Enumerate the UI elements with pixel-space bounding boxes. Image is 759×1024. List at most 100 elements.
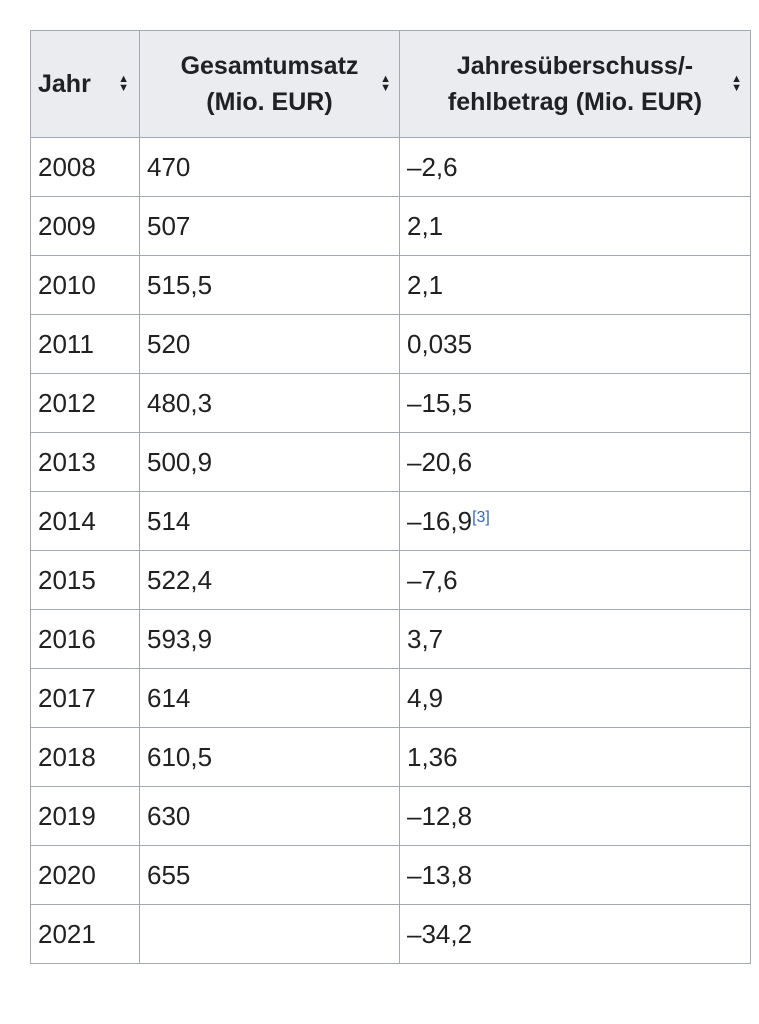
cell-result: –16,9[3] <box>399 491 751 551</box>
cell-revenue: 514 <box>139 491 400 551</box>
cell-year: 2013 <box>30 432 140 492</box>
cell-value: 470 <box>147 151 191 182</box>
cell-value: 514 <box>147 505 191 536</box>
cell-result: 4,9 <box>399 668 751 728</box>
cell-value: –7,6 <box>407 564 458 595</box>
cell-result: –7,6 <box>399 550 751 610</box>
column-header-revenue[interactable]: Gesamtumsatz (Mio. EUR) ▲ ▼ <box>139 30 400 138</box>
header-label-line: (Mio. EUR) <box>206 88 333 116</box>
cell-revenue: 610,5 <box>139 727 400 787</box>
header-label-line: Jahresüberschuss/- <box>456 52 694 80</box>
table-row: 2017 614 4,9 <box>30 668 751 728</box>
table-row: 2011 520 0,035 <box>30 314 751 374</box>
table-row: 2013 500,9 –20,6 <box>30 432 751 492</box>
cell-year: 2021 <box>30 904 140 964</box>
cell-value: 630 <box>147 800 191 831</box>
cell-value: 480,3 <box>147 387 213 418</box>
table-row: 2016 593,9 3,7 <box>30 609 751 669</box>
column-header-label: Jahr <box>38 66 91 102</box>
cell-revenue: 515,5 <box>139 255 400 315</box>
header-label-line: Gesamtumsatz <box>180 52 359 80</box>
cell-value: 2,1 <box>407 210 444 241</box>
cell-value: 520 <box>147 328 191 359</box>
cell-year: 2008 <box>30 137 140 197</box>
table-row: 2015 522,4 –7,6 <box>30 550 751 610</box>
cell-year: 2012 <box>30 373 140 433</box>
cell-value: 500,9 <box>147 446 213 477</box>
cell-year: 2018 <box>30 727 140 787</box>
cell-result: 2,1 <box>399 255 751 315</box>
column-header-result[interactable]: Jahresüberschuss/- fehlbetrag (Mio. EUR) ▲… <box>399 30 751 138</box>
cell-value: 2010 <box>38 269 96 300</box>
table-row: 2019 630 –12,8 <box>30 786 751 846</box>
cell-value: 610,5 <box>147 741 213 772</box>
cell-value: 522,4 <box>147 564 213 595</box>
cell-result: –12,8 <box>399 786 751 846</box>
table-row: 2010 515,5 2,1 <box>30 255 751 315</box>
cell-revenue: 500,9 <box>139 432 400 492</box>
cell-year: 2011 <box>30 314 140 374</box>
cell-value: 2013 <box>38 446 96 477</box>
cell-result: 2,1 <box>399 196 751 256</box>
cell-value: –16,9 <box>407 505 473 536</box>
cell-value: 507 <box>147 210 191 241</box>
cell-value: –20,6 <box>407 446 473 477</box>
cell-value: 593,9 <box>147 623 213 654</box>
table-row: 2018 610,5 1,36 <box>30 727 751 787</box>
cell-revenue: 630 <box>139 786 400 846</box>
table-row: 2012 480,3 –15,5 <box>30 373 751 433</box>
cell-value: 1,36 <box>407 741 458 772</box>
cell-revenue: 507 <box>139 196 400 256</box>
cell-value: –15,5 <box>407 387 473 418</box>
sort-icon[interactable]: ▲ ▼ <box>731 73 742 94</box>
cell-result: 1,36 <box>399 727 751 787</box>
cell-value: 2017 <box>38 682 96 713</box>
table-row: 2020 655 –13,8 <box>30 845 751 905</box>
column-header-year[interactable]: Jahr ▲ ▼ <box>30 30 140 138</box>
table-row: 2009 507 2,1 <box>30 196 751 256</box>
financial-table: Jahr ▲ ▼ Gesamtumsatz (Mio. EUR) ▲ ▼ Jahresüber… <box>30 30 751 964</box>
cell-value: –34,2 <box>407 918 473 949</box>
cell-revenue: 593,9 <box>139 609 400 669</box>
cell-value: 2015 <box>38 564 96 595</box>
cell-revenue: 480,3 <box>139 373 400 433</box>
cell-value: –12,8 <box>407 800 473 831</box>
cell-revenue: 614 <box>139 668 400 728</box>
cell-value: 2011 <box>38 328 94 359</box>
cell-revenue: 520 <box>139 314 400 374</box>
cell-year: 2019 <box>30 786 140 846</box>
cell-value: 2021 <box>38 918 96 949</box>
cell-value: 2020 <box>38 859 96 890</box>
reference-link[interactable]: [3] <box>472 508 490 526</box>
cell-value: 2016 <box>38 623 96 654</box>
cell-result: –2,6 <box>399 137 751 197</box>
cell-value: 2014 <box>38 505 96 536</box>
column-header-label: Jahresüberschuss/- fehlbetrag (Mio. EUR) <box>448 48 702 120</box>
cell-value: 2018 <box>38 741 96 772</box>
cell-value: –2,6 <box>407 151 458 182</box>
cell-value: 0,035 <box>407 328 473 359</box>
table-row: 2014 514 –16,9[3] <box>30 491 751 551</box>
sort-icon[interactable]: ▲ ▼ <box>380 73 391 94</box>
cell-value: 655 <box>147 859 191 890</box>
cell-result: 0,035 <box>399 314 751 374</box>
cell-value: 515,5 <box>147 269 213 300</box>
cell-revenue: 470 <box>139 137 400 197</box>
cell-year: 2016 <box>30 609 140 669</box>
header-row: Jahr ▲ ▼ Gesamtumsatz (Mio. EUR) ▲ ▼ Jahresüber… <box>30 30 751 138</box>
cell-result: –15,5 <box>399 373 751 433</box>
table-row: 2008 470 –2,6 <box>30 137 751 197</box>
cell-revenue: 522,4 <box>139 550 400 610</box>
cell-year: 2010 <box>30 255 140 315</box>
sort-icon[interactable]: ▲ ▼ <box>118 73 129 94</box>
cell-result: –20,6 <box>399 432 751 492</box>
table-row: 2021 –34,2 <box>30 904 751 964</box>
cell-revenue: 655 <box>139 845 400 905</box>
cell-value: –13,8 <box>407 859 473 890</box>
cell-year: 2020 <box>30 845 140 905</box>
cell-year: 2015 <box>30 550 140 610</box>
cell-value: 2009 <box>38 210 96 241</box>
cell-year: 2009 <box>30 196 140 256</box>
cell-revenue <box>139 904 400 964</box>
cell-value: 2008 <box>38 151 96 182</box>
